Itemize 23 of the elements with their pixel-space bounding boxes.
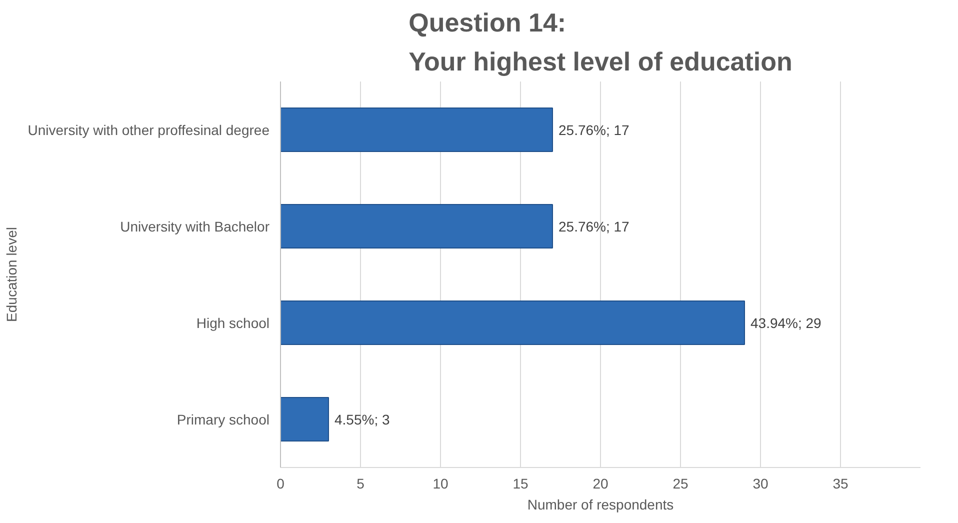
x-tick-label: 0 <box>276 476 285 492</box>
y-tick-label: University with Bachelor <box>120 218 270 234</box>
x-tick-label: 10 <box>432 476 448 492</box>
data-label: 4.55%; 3 <box>334 411 390 428</box>
x-tick-label: 5 <box>356 476 365 492</box>
y-tick-label: University with other proffesinal degree <box>28 122 270 138</box>
x-axis-title: Number of respondents <box>527 496 674 512</box>
x-tick-label: 35 <box>832 476 848 492</box>
bar <box>280 108 553 152</box>
x-tick-label: 20 <box>592 476 608 492</box>
data-label: 25.76%; 17 <box>558 218 630 234</box>
bar <box>280 300 745 345</box>
chart-title: Question 14: Your highest level of education <box>408 8 792 76</box>
data-label: 43.94%; 29 <box>750 314 822 331</box>
x-tick-label: 15 <box>512 476 528 492</box>
y-tick-label: Primary school <box>176 411 270 428</box>
y-tick-label: High school <box>196 314 270 331</box>
data-label: 25.76%; 17 <box>558 122 630 138</box>
bar <box>280 397 329 442</box>
y-axis-title: Education level <box>4 227 20 322</box>
x-tick-label: 25 <box>672 476 688 492</box>
bar <box>280 204 553 248</box>
x-tick-label: 30 <box>752 476 768 492</box>
